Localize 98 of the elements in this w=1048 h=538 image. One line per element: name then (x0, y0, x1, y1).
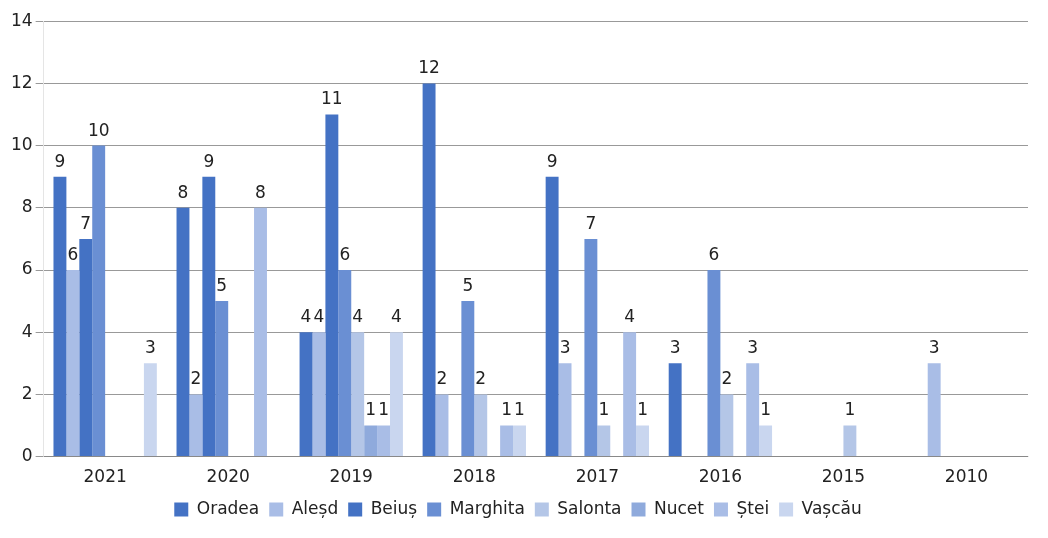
data-label: 1 (501, 399, 513, 420)
data-label: 4 (300, 306, 312, 327)
data-label: 3 (669, 337, 681, 358)
data-label: 3 (144, 337, 156, 358)
data-label: 2 (436, 368, 448, 389)
bar (202, 176, 216, 457)
data-label: 6 (339, 243, 351, 264)
data-label: 1 (760, 399, 772, 420)
bar (215, 301, 229, 457)
bar (843, 425, 857, 457)
bar (707, 270, 721, 457)
bar (584, 238, 598, 457)
bar (325, 114, 339, 457)
data-label: 10 (87, 119, 110, 140)
data-label: 5 (216, 275, 228, 296)
data-label: 5 (462, 275, 474, 296)
bar (636, 425, 650, 457)
bar (338, 270, 352, 457)
bar (377, 425, 391, 457)
legend-label: Beiuș (370, 497, 418, 518)
bar (746, 363, 760, 457)
y-tick-label: 10 (10, 134, 33, 155)
data-label: 1 (514, 399, 525, 420)
data-label: 8 (177, 181, 189, 202)
bar (53, 176, 67, 457)
data-label: 4 (391, 306, 402, 327)
bar (66, 270, 80, 457)
bar (720, 394, 734, 457)
bar (545, 176, 559, 457)
bar (927, 363, 941, 457)
legend-label: Nucet (654, 497, 705, 518)
data-label: 12 (418, 57, 440, 78)
data-label: 9 (54, 150, 66, 171)
x-tick-label: 2021 (83, 466, 127, 487)
y-tick-label: 8 (21, 196, 33, 217)
bar (364, 425, 378, 457)
x-tick-label: 2017 (575, 466, 619, 487)
data-label: 4 (624, 306, 636, 327)
x-tick-label: 2020 (206, 466, 250, 487)
bar (422, 83, 436, 457)
data-label: 3 (747, 337, 759, 358)
data-label: 4 (313, 306, 325, 327)
bar (500, 425, 514, 457)
bar (79, 238, 93, 457)
data-label: 2 (475, 368, 487, 389)
x-tick-label: 2019 (329, 466, 373, 487)
data-label: 9 (546, 150, 558, 171)
bar (474, 394, 488, 457)
data-label: 4 (352, 306, 364, 327)
bar (513, 425, 526, 457)
bar (92, 145, 106, 457)
bar (312, 332, 326, 457)
bar (351, 332, 365, 457)
legend-label: Ștei (736, 497, 770, 518)
y-tick-label: 14 (10, 9, 33, 30)
data-label: 1 (637, 399, 648, 420)
bar (176, 207, 190, 457)
data-label: 1 (378, 399, 389, 420)
bar (461, 301, 475, 457)
bar (189, 394, 203, 457)
bar (435, 394, 449, 457)
bar (558, 363, 572, 457)
bar (623, 332, 637, 457)
x-tick-label: 2015 (821, 466, 866, 487)
data-label: 1 (598, 399, 610, 420)
data-label: 6 (708, 243, 720, 264)
data-label: 2 (721, 368, 733, 389)
y-tick-label: 6 (21, 258, 33, 279)
legend-label: Marghita (449, 497, 525, 518)
y-tick-label: 4 (21, 320, 33, 341)
data-label: 11 (321, 88, 343, 109)
bar (299, 332, 313, 457)
data-label: 1 (844, 399, 856, 420)
bar (390, 332, 403, 457)
data-label: 1 (365, 399, 377, 420)
bar (668, 363, 682, 457)
data-label: 3 (559, 337, 571, 358)
data-label: 8 (255, 181, 266, 202)
legend-label: Aleșd (291, 497, 339, 518)
y-tick-label: 2 (21, 382, 33, 403)
data-label: 3 (928, 337, 940, 358)
data-label: 9 (203, 150, 215, 171)
bar (759, 425, 773, 457)
legend-label: Salonta (557, 497, 622, 518)
data-label: 2 (190, 368, 202, 389)
x-tick-label: 2016 (698, 466, 743, 487)
legend-label: Vașcău (801, 497, 862, 518)
y-tick-label: 12 (10, 71, 33, 92)
bar (143, 363, 157, 457)
x-tick-label: 2018 (452, 466, 496, 487)
data-label: 7 (585, 212, 597, 233)
data-label: 6 (67, 243, 79, 264)
legend-label: Oradea (196, 497, 260, 518)
data-label: 7 (80, 212, 92, 233)
bar (254, 207, 267, 457)
x-tick-label: 2010 (944, 466, 989, 487)
y-tick-label: 0 (21, 445, 33, 466)
bar (597, 425, 611, 457)
